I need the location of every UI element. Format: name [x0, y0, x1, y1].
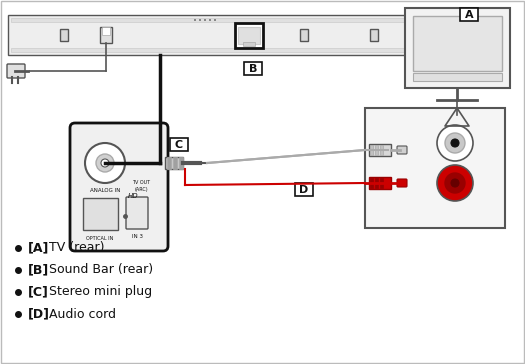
FancyBboxPatch shape — [397, 179, 407, 187]
Bar — [365, 108, 505, 228]
Text: [A]: [A] — [28, 241, 49, 254]
Circle shape — [101, 159, 109, 167]
Text: HD: HD — [128, 193, 138, 199]
FancyBboxPatch shape — [70, 123, 168, 251]
Bar — [370, 29, 378, 41]
Bar — [375, 145, 378, 155]
Bar — [83, 198, 118, 230]
Bar — [170, 138, 188, 151]
Bar — [405, 8, 510, 88]
Circle shape — [96, 154, 114, 172]
Text: (ARC): (ARC) — [134, 187, 148, 193]
Text: ANALOG IN: ANALOG IN — [90, 189, 120, 194]
Bar — [369, 177, 391, 189]
Bar — [370, 178, 373, 188]
Circle shape — [85, 143, 125, 183]
Bar — [380, 145, 383, 155]
Text: Sound Bar (rear): Sound Bar (rear) — [45, 264, 153, 277]
Text: D: D — [299, 185, 309, 195]
FancyBboxPatch shape — [126, 197, 148, 229]
Text: [C]: [C] — [28, 285, 49, 298]
Text: Stereo mini plug: Stereo mini plug — [45, 285, 153, 298]
Bar — [300, 29, 308, 41]
Circle shape — [445, 133, 465, 153]
Bar — [11, 18, 405, 22]
Bar — [413, 16, 502, 71]
Bar — [235, 23, 263, 48]
Text: [B]: [B] — [28, 264, 49, 277]
Bar — [8, 15, 408, 55]
Text: Audio cord: Audio cord — [45, 308, 117, 320]
Bar — [102, 27, 110, 35]
Circle shape — [437, 165, 473, 201]
Bar — [167, 157, 171, 169]
FancyBboxPatch shape — [397, 146, 407, 154]
Text: IN 3: IN 3 — [131, 233, 142, 238]
Bar — [60, 29, 68, 41]
Bar — [243, 42, 255, 46]
Bar — [11, 48, 405, 52]
Circle shape — [451, 139, 459, 147]
Text: TV OUT: TV OUT — [132, 181, 150, 186]
Circle shape — [451, 179, 459, 187]
Bar — [370, 145, 373, 155]
FancyBboxPatch shape — [7, 64, 25, 78]
Bar — [238, 27, 260, 44]
Bar — [380, 178, 383, 188]
Bar — [173, 157, 177, 169]
Bar — [100, 27, 112, 43]
Text: B: B — [249, 64, 257, 74]
Bar — [413, 73, 502, 81]
Bar — [460, 8, 478, 21]
Bar — [179, 157, 183, 169]
Circle shape — [437, 125, 473, 161]
Bar — [165, 157, 183, 169]
Circle shape — [445, 173, 465, 193]
Text: OPTICAL IN: OPTICAL IN — [86, 236, 114, 241]
Text: A: A — [465, 10, 474, 20]
Bar — [244, 62, 262, 75]
Text: C: C — [175, 140, 183, 150]
Bar — [369, 144, 391, 156]
Text: [D]: [D] — [28, 308, 50, 320]
Text: TV (rear): TV (rear) — [45, 241, 105, 254]
Bar — [295, 183, 313, 196]
Bar — [375, 178, 378, 188]
